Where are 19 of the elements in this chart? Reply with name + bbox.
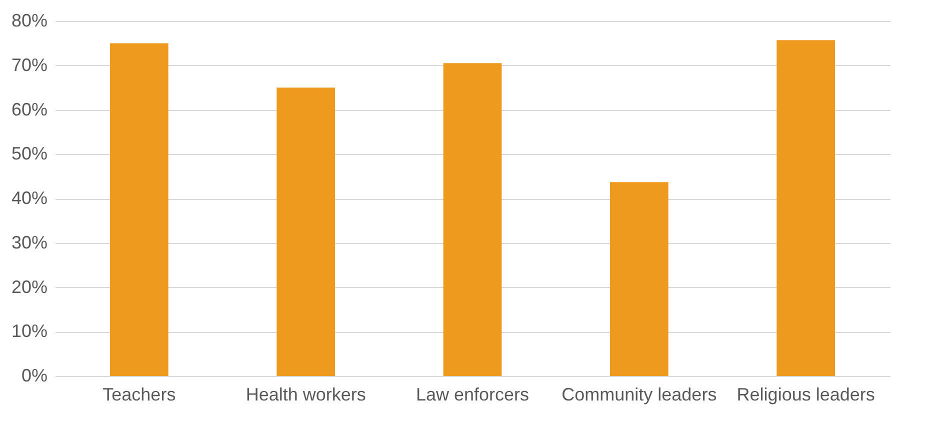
y-tick-label: 30%	[11, 232, 48, 252]
bar	[443, 63, 502, 376]
y-tick-label: 40%	[11, 188, 48, 208]
y-tick-label: 0%	[21, 366, 48, 386]
y-tick-label: 50%	[11, 144, 48, 164]
x-tick-label: Law enforcers	[416, 384, 530, 404]
bar	[776, 40, 835, 376]
bar	[276, 88, 335, 376]
y-tick-label: 10%	[11, 321, 48, 342]
x-tick-label: Religious leaders	[736, 384, 875, 404]
bar	[110, 43, 168, 376]
y-tick-label: 70%	[11, 54, 48, 75]
y-tick-label: 80%	[11, 10, 48, 30]
x-tick-label: Teachers	[102, 384, 176, 404]
x-tick-label: Health workers	[246, 384, 366, 404]
y-tick-label: 20%	[11, 276, 48, 297]
y-tick-label: 60%	[11, 99, 48, 120]
bar	[610, 182, 668, 376]
x-tick-label: Community leaders	[562, 384, 717, 404]
